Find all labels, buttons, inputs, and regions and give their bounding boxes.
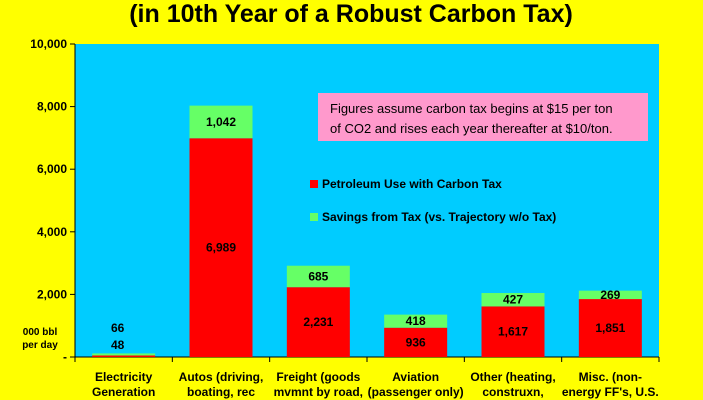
note-text-line2: of CO2 and rises each year thereafter at… bbox=[330, 121, 613, 136]
x-category-label-line1: Autos (driving, bbox=[179, 370, 264, 384]
data-label-savings: 269 bbox=[600, 288, 620, 302]
bar-petroleum bbox=[578, 299, 642, 357]
data-label-savings: 1,042 bbox=[206, 115, 236, 129]
x-category-label-line2: boating, rec bbox=[187, 385, 255, 399]
x-category-label-line1: Electricity bbox=[95, 370, 153, 384]
bar-savings bbox=[481, 293, 545, 307]
bar-savings bbox=[189, 105, 253, 139]
chart-title: (in 10th Year of a Robust Carbon Tax) bbox=[129, 0, 573, 28]
data-label-petroleum: 2,231 bbox=[303, 315, 333, 329]
y-tick-label: 6,000 bbox=[37, 162, 67, 176]
legend-label-petroleum: Petroleum Use with Carbon Tax bbox=[322, 177, 502, 191]
data-label-savings: 427 bbox=[503, 293, 523, 307]
y-unit-label-line2: per day bbox=[22, 340, 58, 351]
data-label-savings: 66 bbox=[111, 321, 125, 335]
bar-petroleum bbox=[481, 306, 545, 357]
note-box bbox=[318, 93, 648, 141]
bar-petroleum bbox=[384, 327, 448, 357]
legend-swatch-petroleum bbox=[310, 180, 318, 188]
y-tick-label: 8,000 bbox=[37, 100, 67, 114]
bar-savings bbox=[286, 265, 350, 288]
y-tick-label: - bbox=[63, 350, 67, 364]
bar-savings bbox=[92, 353, 156, 356]
data-label-petroleum: 1,851 bbox=[595, 321, 625, 335]
x-category-label-line2: construxn, bbox=[482, 385, 543, 399]
bar-petroleum bbox=[92, 355, 156, 357]
bar-petroleum bbox=[286, 287, 350, 357]
bar-savings bbox=[384, 314, 448, 328]
x-category-label-line2: energy FF's, U.S. bbox=[562, 385, 659, 399]
y-tick-label: 4,000 bbox=[37, 225, 67, 239]
legend-label-savings: Savings from Tax (vs. Trajectory w/o Tax… bbox=[322, 210, 556, 224]
x-category-label-line1: Other (heating, bbox=[470, 370, 555, 384]
data-label-petroleum: 1,617 bbox=[498, 325, 528, 339]
x-category-label-line1: Freight (goods bbox=[276, 370, 360, 384]
y-unit-label-line1: 000 bbl bbox=[23, 327, 58, 338]
bar-petroleum bbox=[189, 138, 253, 357]
legend-swatch-savings bbox=[310, 213, 318, 221]
x-category-label-line2: mvmnt by road, bbox=[274, 385, 363, 399]
bar-savings bbox=[578, 290, 642, 300]
data-label-petroleum: 6,989 bbox=[206, 241, 236, 255]
data-label-petroleum: 48 bbox=[111, 338, 125, 352]
data-label-savings: 418 bbox=[406, 314, 426, 328]
y-tick-label: 10,000 bbox=[30, 37, 67, 51]
x-category-label-line2: Generation bbox=[92, 385, 155, 399]
x-category-label-line2: (passenger only) bbox=[368, 385, 464, 399]
plot-area bbox=[75, 44, 659, 357]
data-label-savings: 685 bbox=[308, 269, 328, 283]
y-tick-label: 2,000 bbox=[37, 287, 67, 301]
x-category-label-line1: Aviation bbox=[392, 370, 439, 384]
note-text-line1: Figures assume carbon tax begins at $15 … bbox=[330, 101, 613, 116]
data-label-petroleum: 936 bbox=[406, 335, 426, 349]
x-category-label-line1: Misc. (non- bbox=[579, 370, 642, 384]
